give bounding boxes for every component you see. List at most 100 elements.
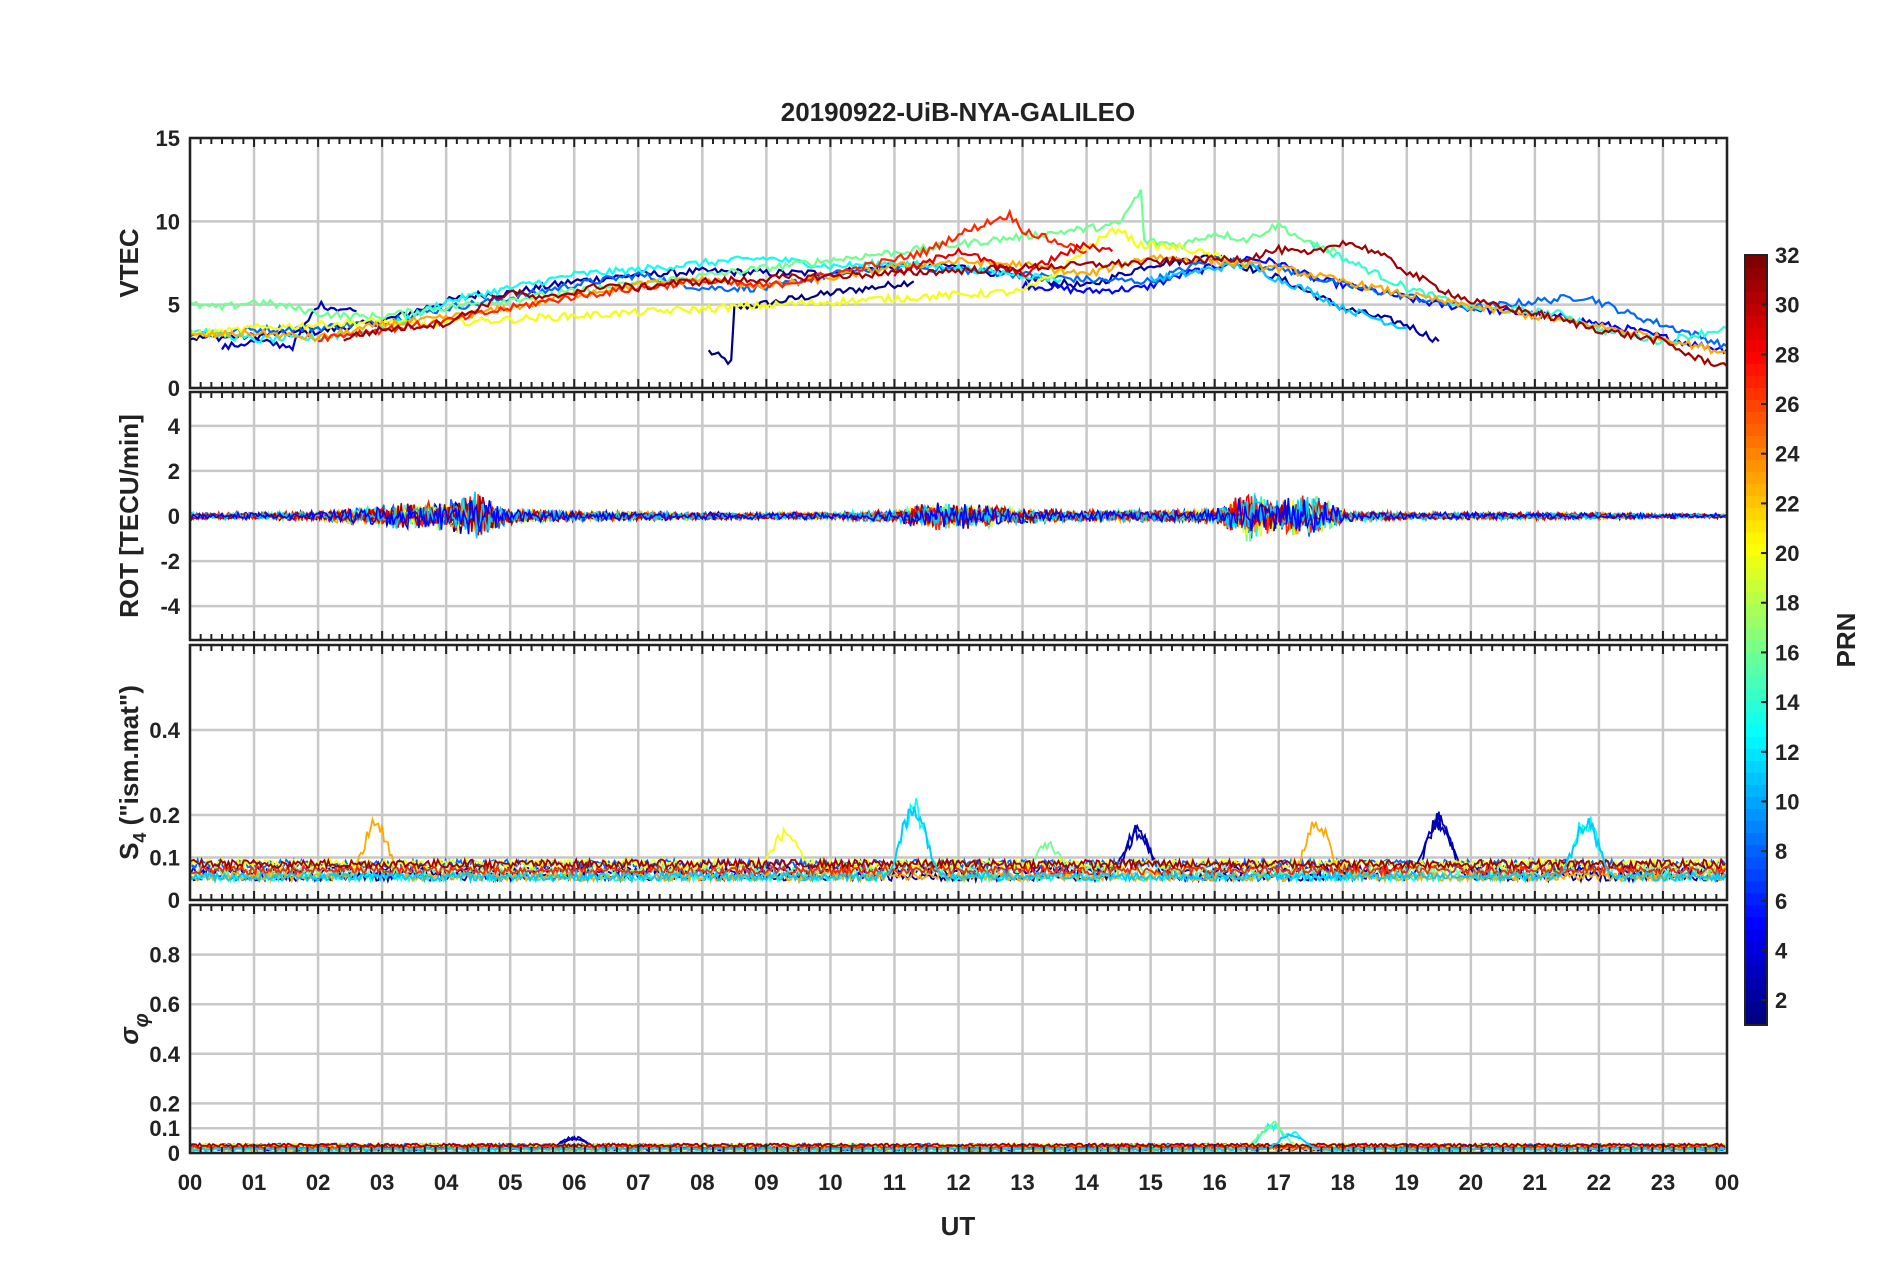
x-tick-label: 09	[754, 1170, 778, 1195]
colorbar-swatch	[1745, 411, 1767, 425]
vtec-series-prn-1	[707, 279, 915, 366]
colorbar-swatch	[1745, 940, 1767, 954]
colorbar-swatch	[1745, 459, 1767, 473]
vtec-series-prn-3	[221, 299, 357, 353]
x-tick-label: 14	[1074, 1170, 1099, 1195]
colorbar-swatch	[1745, 868, 1767, 882]
rot-ytick-label: 0	[168, 504, 180, 529]
x-tick-label: 01	[242, 1170, 266, 1195]
colorbar-swatch	[1745, 820, 1767, 834]
colorbar-swatch	[1745, 844, 1767, 858]
colorbar-swatch	[1745, 303, 1767, 316]
x-tick-label: 03	[370, 1170, 394, 1195]
colorbar-swatch	[1745, 555, 1767, 569]
colorbar-swatch	[1745, 519, 1767, 533]
colorbar-tick-label: 32	[1775, 243, 1799, 268]
s4-series-prn-11	[190, 806, 1726, 884]
sigma-y-axis-label: σφ	[114, 1013, 153, 1044]
x-tick-label: 18	[1331, 1170, 1355, 1195]
colorbar-swatch	[1745, 736, 1767, 749]
vtec-ytick-label: 5	[168, 293, 180, 318]
x-tick-label: 20	[1459, 1170, 1483, 1195]
colorbar-swatch	[1745, 880, 1767, 894]
sigma-ytick-label: 0.8	[149, 943, 180, 968]
x-tick-label: 13	[1010, 1170, 1034, 1195]
vtec-ytick-label: 15	[156, 126, 180, 151]
x-tick-label: 00	[1715, 1170, 1739, 1195]
colorbar-swatch	[1745, 291, 1767, 304]
colorbar-swatch	[1745, 387, 1767, 400]
colorbar-swatch	[1745, 471, 1767, 485]
x-axis-label: UT	[941, 1211, 976, 1241]
colorbar-label: PRN	[1831, 613, 1861, 668]
sigma-ytick-label: 0	[168, 1141, 180, 1166]
x-tick-label: 08	[690, 1170, 714, 1195]
colorbar-tick-label: 16	[1775, 640, 1799, 665]
s4-series-prn-31	[190, 856, 1726, 872]
vtec-ytick-label: 0	[168, 376, 180, 401]
colorbar-swatch	[1745, 988, 1767, 1002]
colorbar-swatch	[1745, 1000, 1767, 1014]
x-tick-label: 21	[1523, 1170, 1547, 1195]
colorbar-swatch	[1745, 435, 1767, 449]
x-tick-label: 06	[562, 1170, 586, 1195]
colorbar-swatch	[1745, 748, 1767, 761]
colorbar-swatch	[1745, 724, 1767, 737]
s4-series-prn-27	[190, 862, 1726, 878]
x-tick-label: 17	[1266, 1170, 1290, 1195]
x-tick-label: 23	[1651, 1170, 1675, 1195]
colorbar-swatch	[1745, 976, 1767, 990]
vtec-data	[190, 189, 1727, 368]
vtec-panel: 0 5 10 15 VTEC	[114, 126, 1729, 401]
colorbar-swatch	[1745, 447, 1767, 461]
colorbar-swatch	[1745, 664, 1767, 677]
colorbar-swatch	[1745, 796, 1767, 810]
x-tick-label: 16	[1202, 1170, 1226, 1195]
vtec-series-prn-16	[190, 189, 1338, 323]
colorbar-swatch	[1745, 327, 1767, 340]
vtec-series-prn-11	[1149, 261, 1407, 330]
s4-series-prn-20	[190, 826, 1726, 872]
x-tick-label: 05	[498, 1170, 522, 1195]
rot-ytick-label: 4	[168, 414, 181, 439]
vtec-series-prn-29	[893, 241, 1113, 278]
rot-ytick-label: -2	[160, 549, 180, 574]
x-tick-label: 22	[1587, 1170, 1611, 1195]
colorbar-swatch	[1745, 603, 1767, 617]
rot-series-prn-5	[190, 497, 1727, 535]
colorbar-swatch	[1745, 688, 1767, 701]
s4-panel: 0 0.1 0.2 0.4S4 ("ism.mat")	[114, 643, 1729, 913]
rot-ytick-label: 2	[168, 459, 180, 484]
x-tick-label: 19	[1395, 1170, 1419, 1195]
sigma-ytick-label: 0.2	[149, 1091, 180, 1116]
rot-ytick-label: -4	[160, 594, 180, 619]
colorbar-frame	[1744, 254, 1768, 1026]
colorbar-swatch	[1745, 712, 1767, 725]
x-tick-label: 15	[1138, 1170, 1162, 1195]
x-tick-label: 02	[306, 1170, 330, 1195]
colorbar-tick-label: 30	[1775, 293, 1799, 318]
colorbar-swatch	[1745, 579, 1767, 593]
colorbar-swatch	[1745, 591, 1767, 605]
s4-ytick-label: 0	[168, 888, 180, 913]
colorbar-swatch	[1745, 964, 1767, 978]
rot-data	[190, 491, 1727, 542]
colorbar-swatch	[1745, 808, 1767, 822]
colorbar-swatch	[1745, 1012, 1767, 1026]
colorbar-swatch	[1745, 267, 1767, 280]
vtec-y-axis-label: VTEC	[114, 228, 144, 298]
colorbar-swatch	[1745, 952, 1767, 966]
colorbar-swatch	[1745, 615, 1767, 629]
colorbar-swatch	[1745, 700, 1767, 713]
colorbar-swatch	[1745, 784, 1767, 798]
colorbar-swatch	[1745, 567, 1767, 581]
colorbar-tick-label: 2	[1775, 988, 1787, 1013]
colorbar-swatch	[1745, 495, 1767, 509]
colorbar-swatch	[1745, 423, 1767, 437]
x-tick-label: 10	[818, 1170, 842, 1195]
colorbar-swatch	[1745, 928, 1767, 942]
colorbar-tick-label: 4	[1775, 938, 1788, 963]
colorbar-tick-label: 28	[1775, 342, 1799, 367]
colorbar-tick-label: 14	[1775, 690, 1800, 715]
